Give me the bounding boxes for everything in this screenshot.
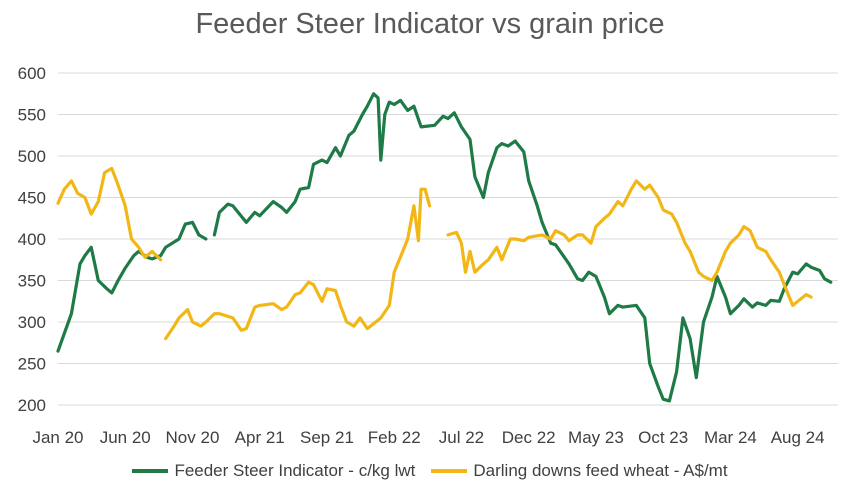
x-tick-label-0: Jan 20 bbox=[32, 428, 83, 447]
series-1-line-segment-2 bbox=[446, 179, 813, 307]
y-tick-label-200: 200 bbox=[18, 396, 46, 415]
legend-swatch-steer bbox=[132, 469, 169, 473]
y-tick-label-350: 350 bbox=[18, 272, 46, 291]
x-tick-label-9: Oct 23 bbox=[638, 428, 688, 447]
legend-label-steer: Feeder Steer Indicator - c/kg lwt bbox=[174, 461, 416, 480]
y-tick-label-400: 400 bbox=[18, 230, 46, 249]
x-tick-label-4: Sep 21 bbox=[300, 428, 354, 447]
y-tick-label-300: 300 bbox=[18, 313, 46, 332]
legend-label-wheat: Darling downs feed wheat - A$/mt bbox=[473, 461, 728, 480]
legend-item-wheat: Darling downs feed wheat - A$/mt bbox=[431, 461, 728, 481]
legend: Feeder Steer Indicator - c/kg lwt Darlin… bbox=[0, 461, 860, 481]
x-tick-label-2: Nov 20 bbox=[166, 428, 220, 447]
legend-swatch-wheat bbox=[431, 469, 468, 473]
y-tick-label-600: 600 bbox=[18, 64, 46, 83]
x-tick-label-7: Dec 22 bbox=[502, 428, 556, 447]
x-tick-label-3: Apr 21 bbox=[235, 428, 285, 447]
series-0-line-segment-0 bbox=[56, 220, 208, 353]
series-0-line-segment-1 bbox=[212, 92, 833, 403]
y-tick-label-500: 500 bbox=[18, 147, 46, 166]
series-1-line-segment-0 bbox=[56, 166, 163, 262]
y-tick-label-550: 550 bbox=[18, 106, 46, 125]
legend-item-steer: Feeder Steer Indicator - c/kg lwt bbox=[132, 461, 415, 481]
x-tick-label-10: Mar 24 bbox=[704, 428, 757, 447]
y-tick-label-250: 250 bbox=[18, 355, 46, 374]
y-tick-label-450: 450 bbox=[18, 189, 46, 208]
x-tick-label-6: Jul 22 bbox=[439, 428, 484, 447]
series-1-line-segment-1 bbox=[164, 187, 432, 341]
x-tick-label-8: May 23 bbox=[568, 428, 624, 447]
x-tick-label-11: Aug 24 bbox=[771, 428, 825, 447]
x-tick-label-1: Jun 20 bbox=[100, 428, 151, 447]
chart-title: Feeder Steer Indicator vs grain price bbox=[195, 8, 665, 40]
x-tick-label-5: Feb 22 bbox=[368, 428, 421, 447]
